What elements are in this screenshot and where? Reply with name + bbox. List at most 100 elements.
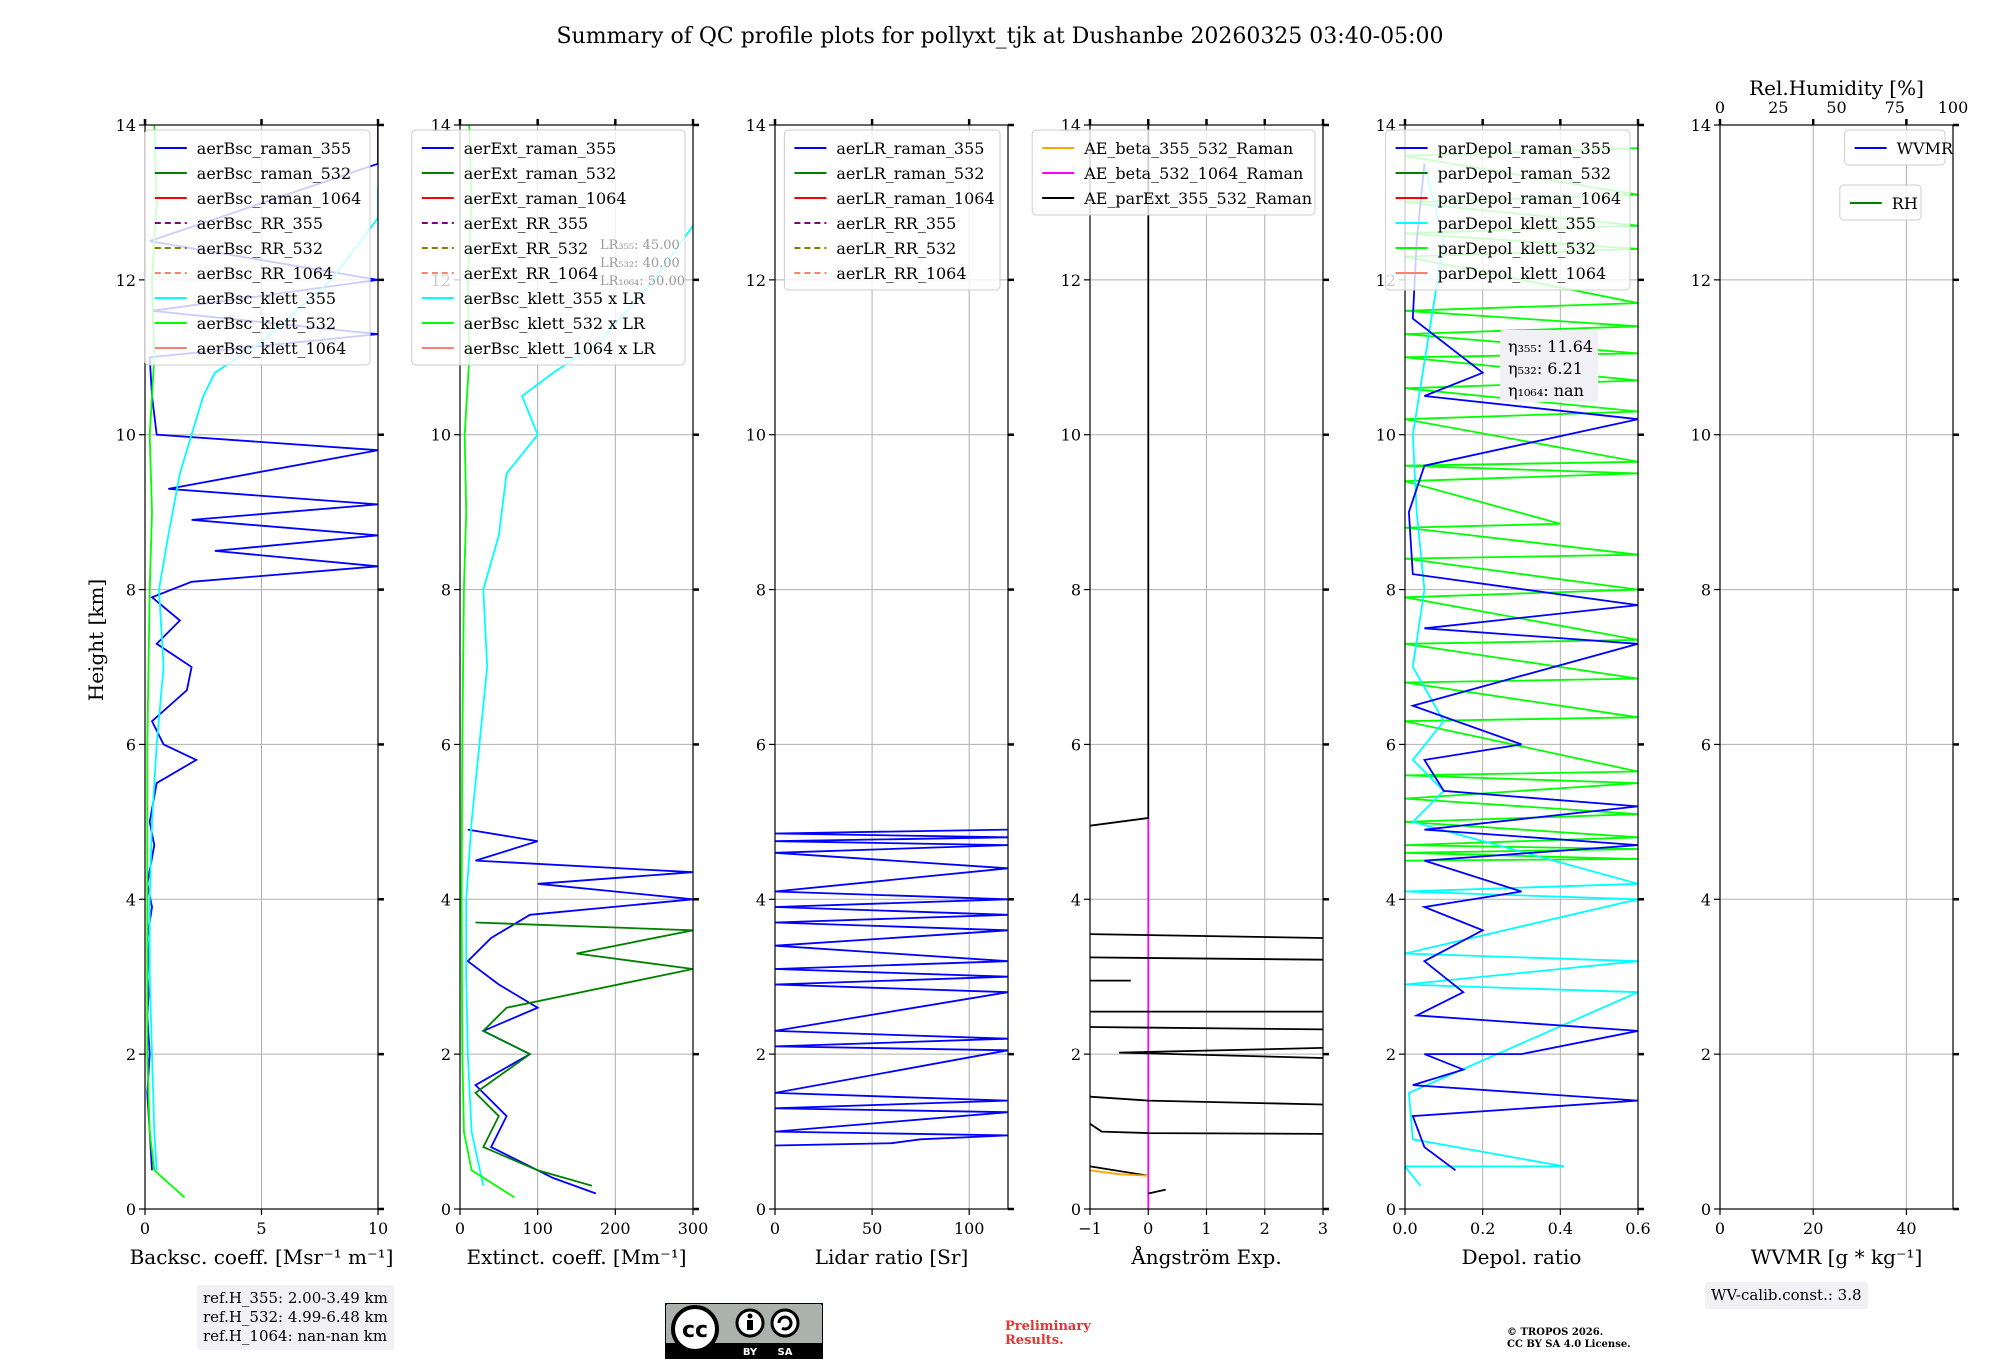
legend-label: aerBsc_klett_532 — [197, 314, 336, 333]
y-tick-label: 12 — [1061, 271, 1081, 290]
y-tick-label: 2 — [126, 1045, 136, 1064]
y-tick-label: 0 — [756, 1200, 766, 1219]
x-axis-label: Lidar ratio [Sr] — [815, 1245, 969, 1269]
series-AE_parExt_355_532_Raman_h — [1090, 1095, 1323, 1106]
legend-label: aerBsc_klett_355 x LR — [464, 289, 646, 308]
legend-box — [1385, 129, 1631, 291]
legend-label: aerBsc_raman_1064 — [197, 189, 362, 208]
axes-frame — [459, 124, 694, 1210]
y-tick-label: 8 — [1386, 581, 1396, 600]
lr-note: LR₃₅₅: 45.00 — [600, 238, 680, 253]
top-x-tick-label: 75 — [1885, 98, 1905, 117]
series-AE_parExt_355_532_Raman_g — [1119, 1047, 1323, 1059]
x-tick-label: 100 — [954, 1219, 985, 1238]
cc-main-text: cc — [682, 1318, 708, 1343]
panel-backscatter: 0 2 4 6 8 10 12 14 0 5 10 Backsc. coeff. [Msr⁻¹ m⁻¹… — [116, 116, 394, 1269]
cc-sa-text: SA — [778, 1347, 793, 1358]
panel-lidar_ratio: 0 2 4 6 8 10 12 14 0 50 100 Lidar ratio [Sr] aerLR_r… — [746, 116, 1014, 1269]
y-tick-label: 10 — [1691, 426, 1711, 445]
series-aerExt_raman_355 — [466, 828, 693, 1195]
legend-label: aerBsc_RR_532 — [197, 239, 323, 258]
x-axis-label: WVMR [g * kg⁻¹] — [1751, 1245, 1923, 1269]
data-series-group — [1090, 125, 1323, 1209]
legend: aerLR_raman_355 aerLR_raman_532 aerLR_rama… — [783, 129, 1001, 291]
legend-label: parDepol_klett_355 — [1438, 214, 1596, 233]
x-tick-label: 0 — [455, 1219, 465, 1238]
y-tick-label: 8 — [1701, 581, 1711, 600]
y-tick-label: 6 — [126, 735, 136, 754]
legend-label: aerBsc_RR_1064 — [197, 264, 333, 283]
copyright-line-1: © TROPOS 2026. — [1507, 1327, 1604, 1338]
legend-label: AE_beta_355_532_Raman — [1083, 139, 1293, 158]
series-parDepol_raman_355 — [1407, 163, 1638, 1172]
y-tick-label: 0 — [1071, 1200, 1081, 1219]
series-AE_beta_355_532_Raman — [1090, 1169, 1149, 1177]
y-tick-label: 2 — [1386, 1045, 1396, 1064]
legend-label: aerBsc_raman_532 — [197, 164, 351, 183]
data-series-group — [1405, 147, 1638, 1187]
top-x-tick-label: 0 — [1715, 98, 1725, 117]
ref-h-1064: ref.H_1064: nan-nan km — [203, 1327, 388, 1345]
legend: AE_beta_355_532_Raman AE_beta_532_1064_Ra… — [1031, 129, 1316, 216]
legend: aerBsc_raman_355 aerBsc_raman_532 aerBsc_r… — [144, 129, 371, 366]
x-tick-label: 300 — [678, 1219, 709, 1238]
x-tick-label: 40 — [1896, 1219, 1916, 1238]
sa-icon — [770, 1308, 800, 1338]
y-tick-label: 6 — [1071, 735, 1081, 754]
legend: WVMR — [1844, 129, 1954, 166]
legend-label: parDepol_klett_532 — [1438, 239, 1596, 258]
y-tick-label: 10 — [116, 426, 136, 445]
legend-label: parDepol_raman_532 — [1438, 164, 1611, 183]
y-axis-label: Height [km] — [84, 579, 108, 701]
y-tick-label: 6 — [441, 735, 451, 754]
legend-label: aerExt_RR_532 — [464, 239, 588, 258]
legend: parDepol_raman_355 parDepol_raman_532 parD… — [1385, 129, 1631, 291]
lr-note: LR₁₀₆₄: 50.00 — [600, 274, 685, 289]
series-aerExt_raman_532 — [474, 921, 693, 1187]
x-tick-label: 1 — [1201, 1219, 1211, 1238]
legend-label: aerExt_raman_1064 — [464, 189, 627, 208]
legend-rh: RH — [1839, 184, 1922, 221]
axes-frame — [774, 124, 1009, 1210]
eta-note-box — [1500, 330, 1598, 402]
preliminary-line-2: Results. — [1005, 1333, 1064, 1348]
legend-label: aerLR_raman_355 — [836, 139, 984, 158]
y-tick-label: 10 — [1061, 426, 1081, 445]
x-tick-label: 2 — [1260, 1219, 1270, 1238]
y-tick-label: 2 — [441, 1045, 451, 1064]
series-AE_parExt_355_532_Raman_b — [1090, 933, 1323, 939]
y-tick-label: 12 — [746, 271, 766, 290]
y-tick-label: 0 — [441, 1200, 451, 1219]
y-tick-label: 4 — [1386, 890, 1396, 909]
x-axis-label: Extinct. coeff. [Mm⁻¹] — [466, 1245, 686, 1269]
x-tick-label: 0.2 — [1470, 1219, 1495, 1238]
x-tick-label: 3 — [1318, 1219, 1328, 1238]
y-tick-label: 8 — [756, 581, 766, 600]
legend-box — [1031, 129, 1316, 216]
legend-box — [411, 129, 686, 366]
legend-label: aerLR_RR_532 — [836, 239, 956, 258]
y-tick-label: 12 — [116, 271, 136, 290]
y-tick-label: 8 — [441, 581, 451, 600]
series-AE_parExt_355_532_Raman — [1090, 125, 1150, 827]
y-tick-label: 6 — [1386, 735, 1396, 754]
series-aerLR_raman_355 — [775, 828, 1008, 1147]
legend-label: parDepol_klett_1064 — [1438, 264, 1607, 283]
x-tick-label: 5 — [256, 1219, 266, 1238]
x-tick-label: −1 — [1078, 1219, 1102, 1238]
figure-title: Summary of QC profile plots for pollyxt_… — [556, 24, 1443, 49]
preliminary-note: Preliminary Results. — [1005, 1320, 1091, 1348]
y-tick-label: 2 — [1701, 1045, 1711, 1064]
eta-note: η₅₃₂: 6.21 — [1508, 359, 1583, 378]
y-tick-label: 14 — [116, 116, 136, 135]
y-tick-label: 10 — [1376, 426, 1396, 445]
y-tick-label: 6 — [756, 735, 766, 754]
legend-label: aerLR_raman_532 — [836, 164, 984, 183]
x-axis-label: Depol. ratio — [1462, 1245, 1582, 1269]
cc-license-logo: cc BY SA — [665, 1303, 823, 1359]
x-tick-label: 0.0 — [1392, 1219, 1417, 1238]
series-AE_parExt_355_532_Raman_k — [1148, 1188, 1166, 1195]
